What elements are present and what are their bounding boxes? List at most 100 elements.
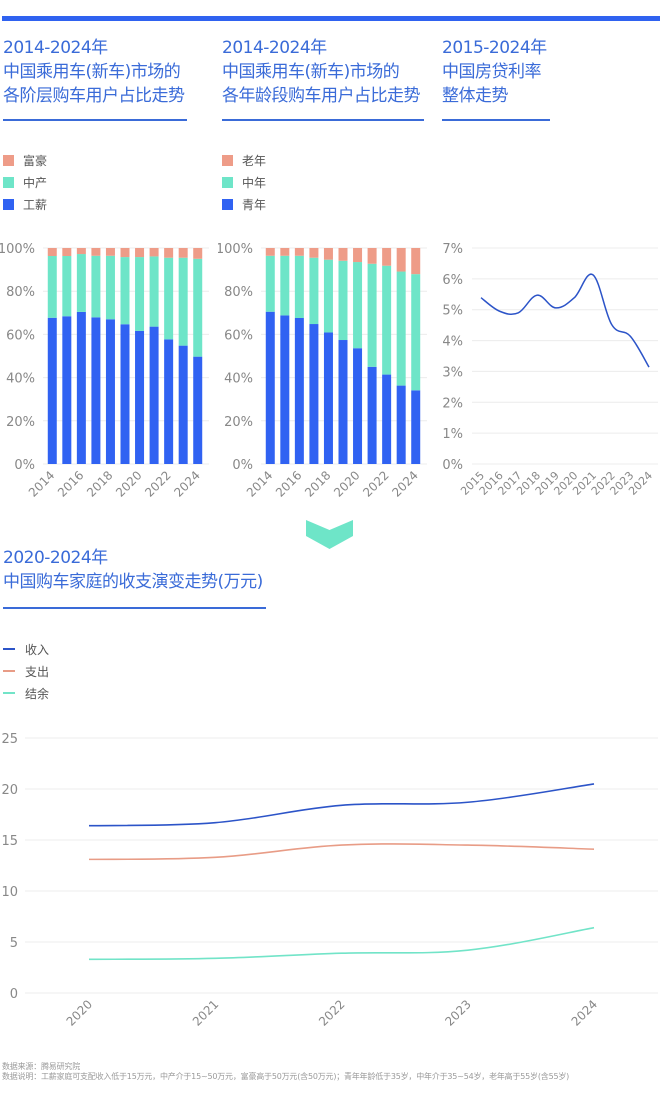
bar-segment <box>135 330 145 464</box>
bar-segment <box>338 340 348 464</box>
svg-text:60%: 60% <box>224 328 253 343</box>
svg-text:5: 5 <box>10 936 18 951</box>
bar-segment <box>164 248 174 258</box>
svg-text:2024: 2024 <box>171 468 202 499</box>
svg-text:80%: 80% <box>6 285 35 300</box>
svg-text:2020: 2020 <box>331 468 362 499</box>
bar-segment <box>382 248 392 266</box>
legend-label: 中年 <box>242 175 267 190</box>
series-line <box>480 273 650 368</box>
line-chart-household-finance: 0 5 10 15 20 25 2020 2021 2022 2023 2024 <box>1 732 658 1029</box>
legend-label: 结余 <box>25 686 50 701</box>
bar-segment <box>193 248 203 259</box>
bar-segment <box>382 374 392 464</box>
bar-segment <box>91 255 101 318</box>
panel4-legend: 收入 支出 结余 <box>3 638 49 704</box>
series-line <box>88 843 595 861</box>
panel3-title-line2: 中国房贷利率 <box>442 62 541 82</box>
legend-label: 老年 <box>242 153 267 168</box>
bar-segment <box>411 390 421 464</box>
bar-segment <box>294 248 304 256</box>
svg-text:20%: 20% <box>6 415 35 430</box>
bar-segment <box>338 248 348 261</box>
bar-segment <box>265 248 275 256</box>
line-chart-mortgage-rate: 0%1%2%3%4%5%6%7%201520162017201820192020… <box>442 242 658 498</box>
svg-text:2022: 2022 <box>316 997 347 1028</box>
legend-item-middleage: 中年 <box>222 171 266 193</box>
series-line <box>88 783 595 827</box>
bar-segment <box>411 248 421 275</box>
bar-segment <box>294 317 304 464</box>
legend-item-surplus: 结余 <box>3 682 49 704</box>
svg-text:3%: 3% <box>442 365 463 380</box>
svg-text:2021: 2021 <box>190 997 221 1028</box>
legend-swatch-teal <box>3 176 14 188</box>
bar-segment <box>120 248 130 258</box>
bar-segment <box>120 324 130 464</box>
panel4-title: 2020-2024年 中国购车家庭的收支演变走势(万元) <box>3 546 263 594</box>
panel2-title-line1: 2014-2024年 <box>222 38 327 58</box>
svg-text:2018: 2018 <box>84 468 115 499</box>
legend-label: 富豪 <box>23 153 48 168</box>
bar-segment <box>178 257 188 346</box>
bar-segment <box>120 257 130 325</box>
svg-text:2020: 2020 <box>64 997 95 1028</box>
bar-segment <box>367 263 377 367</box>
legend-item-expense: 支出 <box>3 660 49 682</box>
bar-segment <box>280 248 290 256</box>
bar-segment <box>105 319 115 464</box>
footnote-source: 数据来源：腾易研究院 <box>2 1062 80 1071</box>
bar-segment <box>309 248 319 258</box>
svg-text:2020: 2020 <box>113 468 144 499</box>
legend-swatch-teal <box>222 176 233 188</box>
bar-segment <box>265 311 275 464</box>
panel3-title-line3: 整体走势 <box>442 86 508 106</box>
bar-segment <box>62 248 72 256</box>
legend-line-blue <box>3 648 15 650</box>
bar-segment <box>265 255 275 312</box>
svg-text:25: 25 <box>1 732 18 747</box>
bar-chart-income-class: 0%20%40%60%80%100%2014201620182020202220… <box>0 242 209 500</box>
panel1-title-line2: 中国乘用车(新车)市场的 <box>3 62 181 82</box>
svg-text:2022: 2022 <box>360 468 391 499</box>
panel2-title-line3: 各年龄段购车用户占比走势 <box>222 86 421 106</box>
bar-chart-age-group: 0%20%40%60%80%100%2014201620182020202220… <box>218 242 427 500</box>
bar-segment <box>323 332 333 464</box>
panel4-title-line1: 2020-2024年 <box>3 548 108 568</box>
bar-segment <box>62 316 72 464</box>
bar-segment <box>411 274 421 391</box>
svg-text:60%: 60% <box>6 328 35 343</box>
bar-segment <box>353 248 363 263</box>
bar-segment <box>149 326 159 464</box>
svg-text:2024: 2024 <box>389 468 420 499</box>
bar-segment <box>105 248 115 256</box>
legend-line-salmon <box>3 670 15 672</box>
legend-swatch-salmon <box>3 154 14 166</box>
bar-segment <box>323 259 333 333</box>
bar-segment <box>76 254 86 312</box>
bar-segment <box>382 265 392 375</box>
svg-text:40%: 40% <box>224 372 253 387</box>
svg-text:4%: 4% <box>442 335 463 350</box>
svg-text:10: 10 <box>1 885 18 900</box>
bar-segment <box>62 255 72 317</box>
bar-segment <box>76 311 86 464</box>
legend-line-teal <box>3 692 15 694</box>
svg-text:100%: 100% <box>0 242 35 257</box>
legend-label: 收入 <box>25 642 50 657</box>
legend-label: 青年 <box>242 197 267 212</box>
bar-segment <box>164 257 174 340</box>
svg-text:5%: 5% <box>442 304 463 319</box>
bar-segment <box>280 315 290 464</box>
panel1-title: 2014-2024年 中国乘用车(新车)市场的 各阶层购车用户占比走势 <box>3 36 185 108</box>
svg-text:2023: 2023 <box>442 997 473 1028</box>
legend-label: 支出 <box>25 664 50 679</box>
panel2-title-line2: 中国乘用车(新车)市场的 <box>222 62 400 82</box>
bar-segment <box>193 356 203 464</box>
legend-swatch-blue <box>222 198 233 210</box>
legend-item-rich: 富豪 <box>3 149 47 171</box>
chevron-down-icon <box>306 520 353 549</box>
svg-text:20%: 20% <box>224 415 253 430</box>
legend-label: 工薪 <box>23 197 48 212</box>
bar-segment <box>309 324 319 464</box>
